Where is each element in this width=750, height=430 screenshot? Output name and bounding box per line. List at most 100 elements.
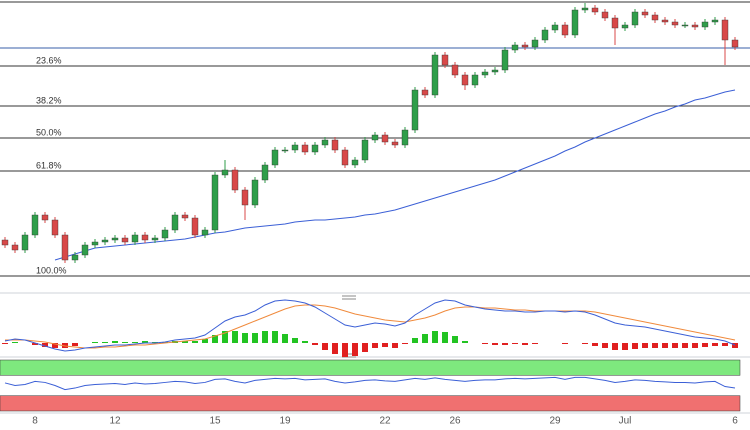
candle-body — [331, 139, 339, 151]
fib-label: 23.6% — [36, 55, 62, 65]
resize-handle[interactable] — [342, 295, 356, 300]
macd-histogram-bar — [682, 343, 688, 348]
candle-body — [211, 174, 219, 231]
macd-histogram-bar — [702, 343, 708, 347]
macd-histogram-bar — [562, 343, 568, 344]
candle-body — [351, 159, 359, 166]
candle-body — [681, 24, 689, 27]
macd-histogram-bar — [372, 343, 378, 348]
macd-histogram-bar — [462, 341, 468, 343]
x-tick-label: 22 — [379, 416, 391, 427]
candle-body — [721, 19, 729, 41]
candle-body — [141, 234, 149, 241]
x-tick-label: 8 — [32, 416, 38, 427]
macd-histogram-bar — [632, 343, 638, 349]
macd-histogram-bar — [432, 331, 438, 343]
candle-body — [731, 39, 739, 48]
fib-label: 50.0% — [36, 127, 62, 137]
candle-body — [481, 71, 489, 76]
rsi-line — [4, 376, 736, 391]
candle-body — [301, 144, 309, 153]
candle-body — [91, 241, 99, 246]
x-tick-label: 29 — [549, 416, 561, 427]
macd-histogram-bar — [642, 343, 648, 348]
candle-body — [311, 144, 319, 153]
macd-histogram-bar — [492, 343, 498, 345]
candle-body — [361, 139, 369, 161]
candle-body — [431, 54, 439, 96]
candle-body — [251, 179, 259, 206]
macd-histogram-bar — [442, 332, 448, 343]
candle-body — [181, 214, 189, 219]
candle-body — [111, 237, 119, 241]
candle-body — [161, 229, 169, 239]
candle-body — [261, 164, 269, 181]
macd-signal-line — [5, 304, 736, 349]
x-tick-label: Jul — [619, 416, 632, 427]
candle-body — [11, 244, 19, 251]
macd-histogram-bar — [332, 343, 338, 354]
macd-histogram-bar — [452, 336, 458, 343]
candle-body — [51, 219, 59, 236]
macd-histogram-bar — [592, 343, 598, 346]
candle-body — [381, 134, 389, 143]
candle-body — [401, 129, 409, 146]
macd-histogram-bar — [692, 343, 698, 348]
candle-body — [21, 234, 29, 251]
macd-histogram-bar — [652, 343, 658, 348]
candle-body — [221, 169, 229, 176]
candle-body — [451, 64, 459, 76]
macd-histogram-bar — [412, 338, 418, 343]
candle-body — [31, 214, 39, 236]
macd-histogram-bar — [222, 331, 228, 343]
candle-body — [411, 89, 419, 131]
candle-body — [471, 74, 479, 86]
x-tick-label: 15 — [209, 416, 221, 427]
macd-histogram-bar — [192, 341, 198, 343]
macd-histogram-bar — [482, 343, 488, 344]
candle-body — [61, 234, 69, 261]
macd-histogram-bar — [102, 342, 108, 343]
macd-histogram-bar — [732, 343, 738, 348]
macd-histogram-bar — [262, 331, 268, 343]
fib-label: 0.0% — [36, 0, 57, 1]
candle-body — [571, 9, 579, 36]
macd-histogram-bar — [302, 341, 308, 343]
macd-histogram-bar — [672, 343, 678, 348]
fib-label: 38.2% — [36, 95, 62, 105]
macd-histogram-bar — [142, 341, 148, 343]
fib-label: 61.8% — [36, 160, 62, 170]
candle-body — [531, 39, 539, 48]
candle-body — [201, 229, 209, 236]
macd-histogram-bar — [92, 342, 98, 343]
candle-body — [341, 149, 349, 166]
macd-histogram-bar — [612, 343, 618, 350]
fib-label: 100.0% — [36, 265, 67, 275]
candle-body — [71, 254, 79, 261]
macd-histogram-bar — [312, 343, 318, 345]
candle-body — [561, 24, 569, 36]
candle-body — [121, 237, 129, 243]
macd-histogram-bar — [342, 343, 348, 357]
candle-body — [281, 149, 289, 152]
candle-body — [641, 11, 649, 16]
candle-body — [81, 244, 89, 256]
candle-body — [631, 11, 639, 26]
candle-body — [321, 139, 329, 146]
moving-average — [54, 89, 736, 261]
candle-body — [101, 239, 109, 243]
macd-histogram-bar — [122, 342, 128, 343]
macd-histogram-bar — [52, 343, 58, 348]
candle-body — [231, 169, 239, 191]
x-tick-label: 6 — [732, 416, 738, 427]
candle-body — [461, 74, 469, 86]
candle-body — [511, 44, 519, 51]
candle-body — [591, 7, 599, 13]
macd-histogram-bar — [622, 343, 628, 350]
x-tick-label: 19 — [279, 416, 291, 427]
candle-body — [271, 149, 279, 166]
x-tick-label: 12 — [109, 416, 121, 427]
macd-histogram-bar — [12, 342, 18, 343]
